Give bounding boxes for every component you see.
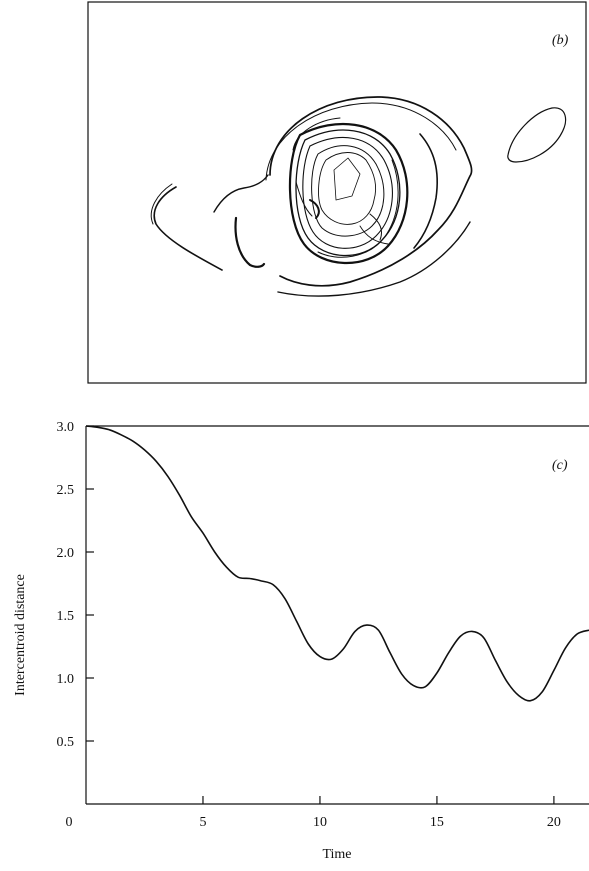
- x-tick-label: 15: [430, 815, 444, 830]
- series-line: [85, 425, 589, 702]
- x-axis-label: Time: [322, 847, 351, 862]
- line-chart: 0 5 10 15 20 0.5 1.0 1.5 2.0 2.5 3.0 (c) Time Int…: [13, 420, 589, 862]
- y-tick-label: 2.0: [57, 546, 75, 561]
- y-tick-label: 0.5: [57, 735, 75, 750]
- x-tick-label: 5: [199, 815, 206, 830]
- y-tick-label: 1.5: [57, 609, 75, 624]
- y-tick-label: 2.5: [57, 483, 75, 498]
- panel-b-label: (b): [552, 33, 569, 48]
- y-tick-label: 3.0: [57, 420, 75, 435]
- vortex-contours: [150, 96, 567, 297]
- contour-panel: (b): [87, 1, 587, 384]
- y-ticks: 0.5 1.0 1.5 2.0 2.5 3.0: [57, 420, 94, 750]
- x-ticks: 0 5 10 15 20: [66, 796, 561, 830]
- x-tick-label: 0: [66, 815, 73, 830]
- y-tick-label: 1.0: [57, 672, 75, 687]
- panel-c-label: (c): [552, 458, 568, 473]
- x-tick-label: 10: [313, 815, 327, 830]
- y-axis-label: Intercentroid distance: [13, 574, 28, 696]
- contour-frame: [87, 1, 587, 384]
- x-tick-label: 20: [547, 815, 561, 830]
